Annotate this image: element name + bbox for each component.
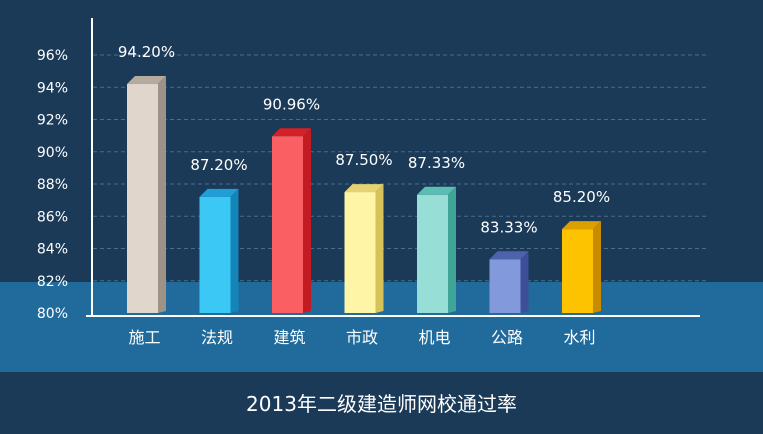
x-tick-label: 水利 bbox=[563, 328, 595, 347]
bar-front-face bbox=[127, 84, 158, 314]
value-labels: 94.20% 87.20% 90.96% 87.50% 87.33% 83.33% 85.2… bbox=[118, 43, 610, 236]
bar-front-face bbox=[272, 136, 303, 313]
bar-top-face bbox=[562, 221, 601, 230]
y-axis-ticks: 80% 82% 84% 86% 88% 90% 92% 94% 96% bbox=[37, 48, 68, 322]
y-tick-label: 92% bbox=[37, 113, 68, 129]
bar-front-face bbox=[489, 259, 521, 313]
value-label: 85.20% bbox=[553, 188, 610, 206]
x-tick-label: 机电 bbox=[418, 328, 450, 347]
y-tick-label: 88% bbox=[37, 177, 68, 193]
bar bbox=[417, 186, 456, 313]
bar-top-face bbox=[127, 76, 166, 85]
value-label: 87.33% bbox=[408, 154, 465, 172]
bar bbox=[199, 188, 239, 313]
value-label: 87.50% bbox=[335, 151, 392, 169]
x-tick-label: 法规 bbox=[201, 328, 233, 347]
bar-front-face bbox=[199, 196, 231, 313]
y-tick-label: 96% bbox=[37, 48, 68, 64]
bar bbox=[562, 221, 601, 313]
y-tick-label: 82% bbox=[37, 274, 68, 290]
bar-top-face bbox=[272, 128, 311, 137]
y-tick-label: 90% bbox=[37, 145, 68, 161]
y-tick-label: 86% bbox=[37, 209, 68, 225]
x-tick-label: 施工 bbox=[128, 328, 160, 347]
y-tick-label: 94% bbox=[37, 80, 68, 96]
bar-front-face bbox=[562, 229, 593, 313]
value-label: 87.20% bbox=[190, 156, 247, 174]
bar bbox=[344, 184, 384, 313]
bar bbox=[272, 128, 311, 313]
value-label: 90.96% bbox=[263, 95, 320, 113]
bar-front-face bbox=[417, 194, 448, 313]
bar-top-face bbox=[199, 188, 239, 197]
y-tick-label: 84% bbox=[37, 242, 68, 258]
bar-side-face bbox=[593, 221, 601, 313]
bar-side-face bbox=[520, 251, 529, 313]
bar-side-face bbox=[230, 188, 239, 313]
x-tick-label: 建筑 bbox=[273, 328, 305, 347]
grid-lines bbox=[93, 54, 708, 282]
bar bbox=[127, 76, 166, 314]
bar bbox=[489, 251, 529, 313]
bars bbox=[127, 76, 601, 314]
bar-top-face bbox=[344, 184, 384, 193]
value-label: 83.33% bbox=[480, 218, 537, 236]
x-axis-labels: 施工 法规 建筑 市政 机电 公路 水利 bbox=[128, 328, 595, 347]
bar-side-face bbox=[303, 128, 311, 313]
chart-title: 2013年二级建造师网校通过率 bbox=[246, 392, 517, 416]
x-tick-label: 市政 bbox=[346, 328, 378, 347]
bar-front-face bbox=[344, 192, 376, 313]
bar-side-face bbox=[158, 76, 166, 314]
bar-top-face bbox=[489, 251, 529, 260]
y-tick-label: 80% bbox=[37, 306, 68, 322]
value-label: 94.20% bbox=[118, 43, 175, 61]
bar-side-face bbox=[375, 184, 384, 313]
bar-top-face bbox=[417, 186, 456, 195]
bar-side-face bbox=[448, 186, 456, 313]
x-tick-label: 公路 bbox=[491, 328, 523, 347]
